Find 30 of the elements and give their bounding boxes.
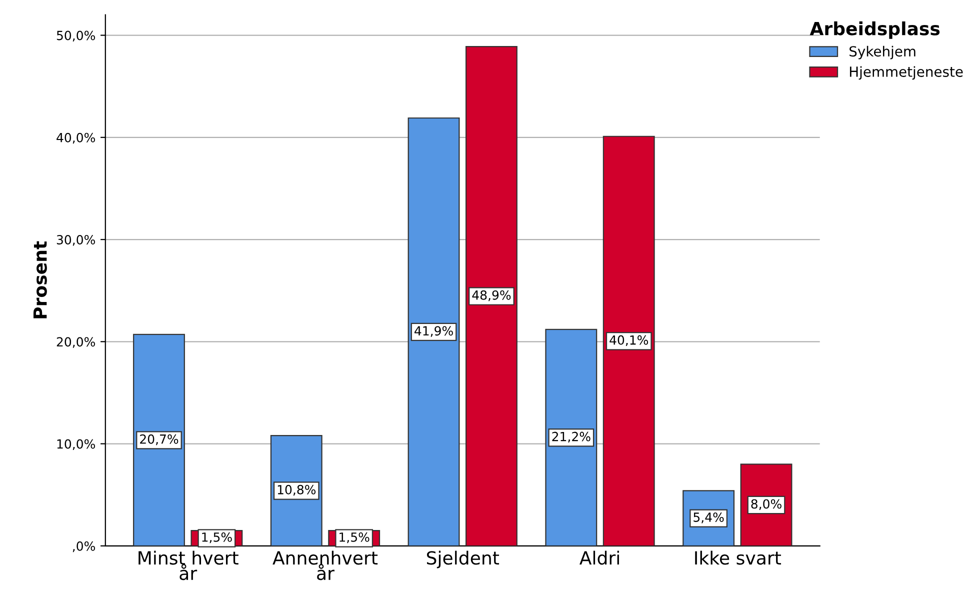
x-tick-label: Sjeldent [426,550,500,568]
bar [408,117,460,546]
x-tick-label: Aldri [580,550,619,565]
data-label: 48,9% [472,290,511,302]
x-tick-label: Minst hvert år [138,550,238,580]
y-tick-label: 40,0% [56,132,95,144]
data-label: 1,5% [202,532,232,544]
data-label: 21,2% [552,432,590,443]
y-tick-label: ,0% [72,541,95,552]
data-label: 5,4% [694,512,724,524]
bar [133,334,185,546]
legend-title: Arbeidsplass [810,21,940,39]
x-tick-label: Annenhvert år [272,550,378,580]
bar [545,328,598,546]
legend-label: Sykehjem [850,46,916,60]
bar [602,136,655,546]
y-tick-label: 20,0% [56,337,95,348]
bar [466,46,518,546]
y-tick-label: 50,0% [56,30,95,42]
y-tick-label: 10,0% [57,439,95,450]
data-label: 8,0% [751,499,782,510]
data-label: 41,9% [414,326,453,337]
data-label: 1,5% [340,532,370,544]
data-label: 10,8% [278,484,316,496]
legend-label: Hjemmetjeneste [850,66,963,80]
data-label: 40,1% [610,335,648,346]
y-tick-label: 30,0% [56,234,95,246]
data-label: 20,7% [140,434,178,446]
y-axis-title: Prosent [34,241,47,318]
x-tick-label: Ikke svart [695,550,782,565]
